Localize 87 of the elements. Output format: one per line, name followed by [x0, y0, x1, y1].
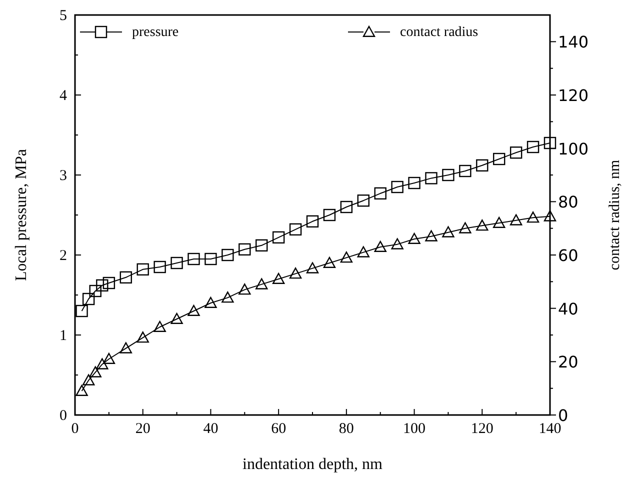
point: [96, 358, 108, 370]
point: [374, 187, 386, 200]
point: [306, 215, 319, 228]
point: [510, 214, 522, 226]
y-axis-title: Local pressure, MPa: [13, 149, 30, 281]
point: [76, 384, 88, 396]
point: [340, 252, 353, 263]
point: [374, 240, 386, 252]
y-tick-label: 5: [60, 8, 67, 24]
point: [476, 159, 488, 172]
point: [493, 216, 506, 228]
point: [425, 230, 438, 242]
point: [340, 200, 353, 214]
point: [120, 342, 132, 354]
x-axis-title: indentation depth, nm: [242, 456, 384, 473]
x-tick-label: 20: [135, 421, 150, 437]
point: [526, 140, 540, 154]
point: [89, 366, 102, 378]
x-tick-label: 0: [71, 421, 79, 437]
point: [96, 279, 108, 292]
y-tick-label: 0: [60, 408, 67, 424]
y2-tick-label: 120: [558, 86, 589, 105]
y2-tick-label: 60: [558, 246, 578, 265]
x-tick-label: 100: [403, 421, 426, 437]
point: [476, 220, 488, 231]
point: [357, 194, 370, 207]
point: [136, 332, 149, 343]
y-tick-label: 4: [60, 88, 68, 104]
point: [357, 246, 370, 258]
point: [459, 164, 472, 178]
point: [391, 238, 404, 250]
point: [493, 152, 506, 166]
point: [170, 256, 183, 270]
y2-tick-label: 20: [558, 352, 578, 372]
point: [391, 180, 404, 194]
point: [256, 278, 268, 290]
point: [76, 304, 88, 318]
point: [544, 136, 556, 150]
point: [222, 248, 234, 262]
point: [82, 374, 95, 386]
point: [102, 276, 116, 290]
point: [188, 304, 200, 316]
y-tick-label: 2: [60, 248, 67, 264]
x-tick-label: 40: [203, 421, 218, 437]
point: [188, 252, 200, 266]
point: [289, 223, 302, 236]
point: [136, 263, 149, 276]
point: [323, 208, 336, 222]
x-tick-label: 60: [271, 421, 286, 437]
x-tick-label: 120: [470, 421, 494, 437]
point: [170, 312, 183, 324]
point: [459, 222, 472, 234]
y-tick-label: 1: [60, 328, 67, 344]
point: [154, 260, 166, 274]
legend-label: pressure: [132, 25, 179, 40]
point: [102, 352, 116, 364]
point: [154, 320, 166, 332]
point: [204, 296, 217, 308]
point: [82, 292, 95, 306]
point: [442, 168, 454, 182]
point: [306, 262, 319, 274]
point: [272, 272, 285, 284]
y2-axis-title: contact radius, nm: [607, 159, 623, 270]
y2-tick-label: 80: [558, 192, 578, 212]
point: [222, 292, 234, 303]
point: [256, 239, 268, 252]
y2-tick-label: 100: [558, 139, 589, 158]
point: [89, 284, 102, 298]
point: [510, 146, 522, 159]
point: [408, 176, 420, 190]
point: [408, 232, 420, 244]
point: [526, 212, 540, 223]
point: [425, 172, 438, 184]
point: [272, 231, 285, 244]
point: [238, 243, 251, 256]
point: [323, 256, 336, 268]
point: [120, 271, 132, 284]
y-tick-label: 3: [60, 168, 67, 184]
y2-tick-label: 140: [558, 32, 589, 52]
y2-tick-label: 40: [558, 299, 578, 318]
point: [289, 268, 302, 279]
legend-label: contact radius: [400, 25, 478, 40]
point: [442, 226, 454, 238]
point: [544, 210, 556, 222]
x-tick-label: 80: [338, 421, 354, 437]
point: [204, 252, 217, 266]
point: [238, 284, 251, 295]
